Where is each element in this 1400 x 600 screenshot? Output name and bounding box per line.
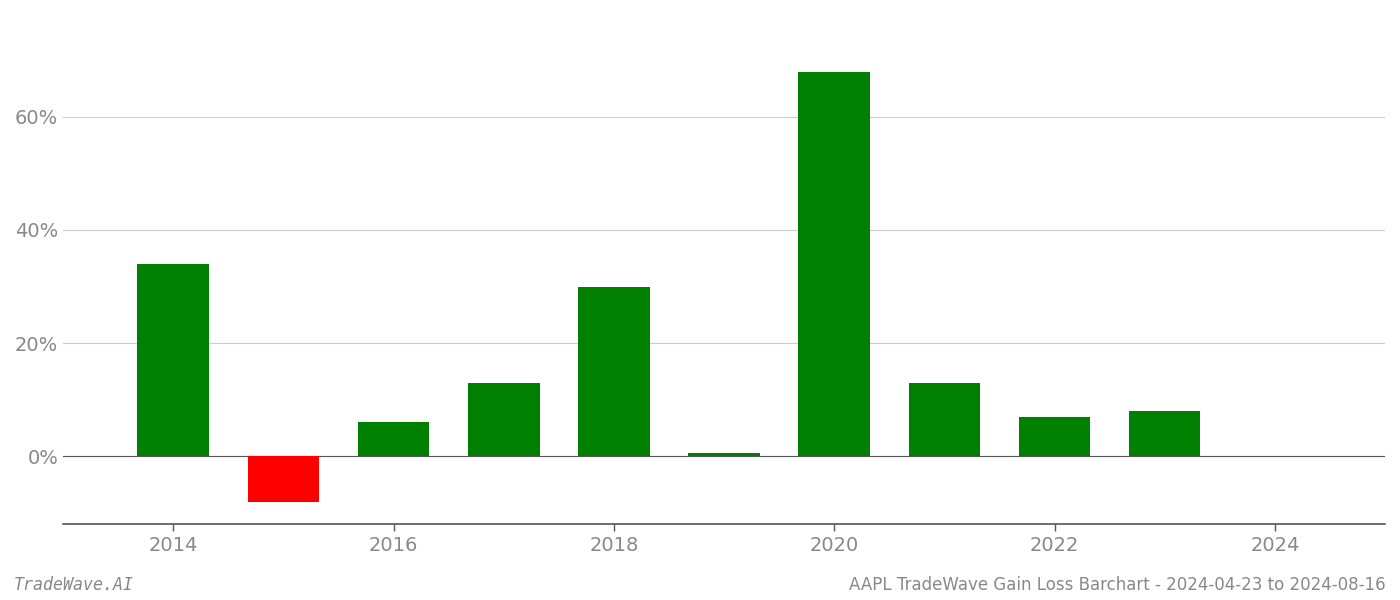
Bar (1019, 416, 1091, 457)
Bar (358, 422, 430, 457)
Bar (137, 264, 209, 457)
Bar (1128, 411, 1200, 457)
Bar (909, 383, 980, 457)
Bar (798, 71, 869, 457)
Bar (248, 457, 319, 502)
Bar (468, 383, 539, 457)
Bar (578, 287, 650, 457)
Text: AAPL TradeWave Gain Loss Barchart - 2024-04-23 to 2024-08-16: AAPL TradeWave Gain Loss Barchart - 2024… (850, 576, 1386, 594)
Bar (689, 454, 760, 457)
Text: TradeWave.AI: TradeWave.AI (14, 576, 134, 594)
